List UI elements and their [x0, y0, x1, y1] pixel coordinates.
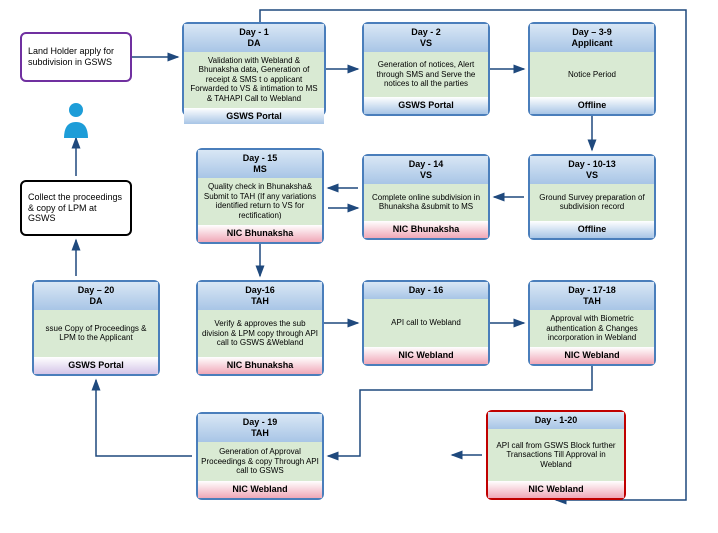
node-day19-title: Day - 19TAH [198, 414, 322, 442]
node-day1_20-body: API call from GSWS Block further Transac… [488, 429, 624, 481]
node-day17-footer: NIC Webland [530, 347, 654, 364]
node-day20: Day – 20DAssue Copy of Proceedings & LPM… [32, 280, 160, 376]
node-day16tah-body: Verify & approves the sub division & LPM… [198, 310, 322, 358]
node-day19-footer: NIC Webland [198, 481, 322, 498]
node-day14-title: Day - 14VS [364, 156, 488, 184]
node-day3-title: Day – 3-9Applicant [530, 24, 654, 52]
node-day14-footer: NIC Bhunaksha [364, 221, 488, 238]
node-day16tah-footer: NIC Bhunaksha [198, 357, 322, 374]
node-day16tah-title: Day-16TAH [198, 282, 322, 310]
node-day2-body: Generation of notices, Alert through SMS… [364, 52, 488, 98]
node-day2-title: Day - 2VS [364, 24, 488, 52]
node-day16-body: API call to Webland [364, 299, 488, 347]
node-day19: Day - 19TAHGeneration of Approval Procee… [196, 412, 324, 500]
node-day1-title: Day - 1DA [184, 24, 324, 52]
node-day10-body: Ground Survey preparation of subdivision… [530, 184, 654, 222]
node-day19-body: Generation of Approval Proceedings & cop… [198, 442, 322, 482]
node-day14-body: Complete online subdivision in Bhunaksha… [364, 184, 488, 222]
node-day15: Day - 15MSQuality check in Bhunaksha& Su… [196, 148, 324, 244]
apply-box: Land Holder apply for subdivision in GSW… [20, 32, 132, 82]
node-day17-body: Approval with Biometric authentication &… [530, 310, 654, 348]
node-day14: Day - 14VSComplete online subdivision in… [362, 154, 490, 240]
node-day10: Day - 10-13VSGround Survey preparation o… [528, 154, 656, 240]
node-day15-body: Quality check in Bhunaksha& Submit to TA… [198, 178, 322, 226]
node-day10-footer: Offline [530, 221, 654, 238]
node-day17: Day - 17-18TAHApproval with Biometric au… [528, 280, 656, 366]
node-day16: Day - 16API call to WeblandNIC Webland [362, 280, 490, 366]
node-day1_20-title: Day - 1-20 [488, 412, 624, 429]
node-day1_20: Day - 1-20API call from GSWS Block furth… [486, 410, 626, 500]
node-day3-footer: Offline [530, 97, 654, 114]
node-day15-title: Day - 15MS [198, 150, 322, 178]
person-icon [56, 100, 96, 140]
edge-day19-day20 [96, 380, 192, 456]
node-day20-footer: GSWS Portal [34, 357, 158, 374]
node-day3: Day – 3-9ApplicantNotice PeriodOffline [528, 22, 656, 116]
node-day20-body: ssue Copy of Proceedings & LPM to the Ap… [34, 310, 158, 358]
node-day3-body: Notice Period [530, 52, 654, 98]
node-day16tah: Day-16TAHVerify & approves the sub divis… [196, 280, 324, 376]
node-day2-footer: GSWS Portal [364, 97, 488, 114]
node-day17-title: Day - 17-18TAH [530, 282, 654, 310]
collect-text: Collect the proceedings & copy of LPM at… [22, 182, 130, 234]
node-day15-footer: NIC Bhunaksha [198, 225, 322, 242]
node-day16-title: Day - 16 [364, 282, 488, 299]
node-day10-title: Day - 10-13VS [530, 156, 654, 184]
apply-text: Land Holder apply for subdivision in GSW… [22, 34, 130, 80]
node-day20-title: Day – 20DA [34, 282, 158, 310]
node-day1_20-footer: NIC Webland [488, 481, 624, 498]
node-day1: Day - 1DAValidation with Webland & Bhuna… [182, 22, 326, 116]
node-day16-footer: NIC Webland [364, 347, 488, 364]
node-day1-body: Validation with Webland & Bhunaksha data… [184, 52, 324, 108]
node-day1-footer: GSWS Portal [184, 108, 324, 125]
collect-box: Collect the proceedings & copy of LPM at… [20, 180, 132, 236]
node-day2: Day - 2VSGeneration of notices, Alert th… [362, 22, 490, 116]
